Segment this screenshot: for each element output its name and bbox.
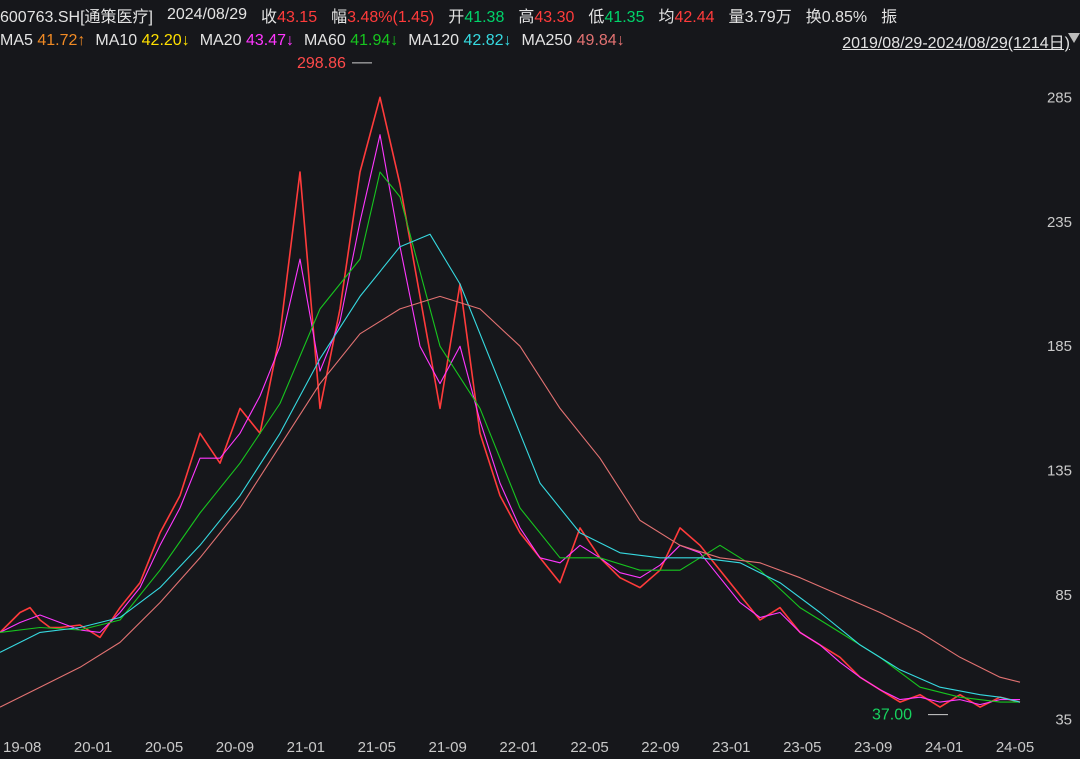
- x-tick-label: 21-09: [428, 739, 466, 756]
- x-tick-label: 23-09: [854, 739, 892, 756]
- ma60-indicator[interactable]: MA60 41.94↓: [304, 32, 398, 50]
- ma120-line: [0, 233, 1021, 703]
- y-tick-label: 85: [1055, 587, 1072, 604]
- high-value: 43.30: [534, 9, 575, 26]
- avg-label: 均: [658, 9, 675, 26]
- volume-value: 3.79万: [744, 9, 792, 26]
- turnover-value: 0.85%: [821, 9, 868, 26]
- quote-info-bar: 600763.SH[通策医疗] 2024/08/29 收43.15 幅3.48%…: [0, 2, 1080, 28]
- chart-annotations: 298.86 37.00: [297, 55, 948, 724]
- y-axis: 285 235 185 135 85 35: [1047, 89, 1072, 728]
- x-tick-label: 23-05: [783, 739, 821, 756]
- dropdown-arrow-icon[interactable]: [1068, 33, 1080, 43]
- x-tick-label: 24-05: [996, 739, 1034, 756]
- date-range-selector[interactable]: 2019/08/29-2024/08/29(1214日): [842, 35, 1070, 52]
- low-label: 低: [588, 9, 605, 26]
- ma5-indicator[interactable]: MA5 41.72↑: [0, 32, 85, 50]
- y-tick-label: 185: [1047, 338, 1072, 355]
- avg-value: 42.44: [674, 9, 715, 26]
- x-tick-label: 22-09: [641, 739, 679, 756]
- high-label: 高: [518, 9, 535, 26]
- amplitude-label: 振: [881, 9, 898, 26]
- min-price-label: 37.00: [872, 707, 912, 724]
- volume-label: 量: [728, 9, 745, 26]
- ma60-value: 41.94↓: [350, 32, 399, 49]
- ma60-line: [0, 171, 1020, 703]
- ma120-name: MA120: [408, 32, 459, 49]
- open-label: 开: [448, 9, 465, 26]
- ma-indicator-bar: MA5 41.72↑ MA10 42.20↓ MA20 43.47↓ MA60 …: [0, 28, 1080, 54]
- price-line: [0, 96, 1021, 708]
- ma250-line: [0, 295, 1021, 708]
- y-tick-label: 235: [1047, 214, 1072, 231]
- change-value: 3.48%(1.45): [347, 9, 435, 26]
- y-tick-label: 35: [1055, 712, 1072, 729]
- x-tick-label: 20-09: [216, 739, 254, 756]
- ma20-line: [0, 134, 1020, 706]
- max-price-label: 298.86: [297, 55, 346, 72]
- x-tick-label: 22-01: [499, 739, 537, 756]
- x-tick-label: 24-01: [925, 739, 963, 756]
- ma60-name: MA60: [304, 32, 346, 49]
- ma10-name: MA10: [95, 32, 138, 49]
- x-axis: 19-08 20-01 20-05 20-09 21-01 21-05 21-09 22-01…: [3, 739, 1034, 756]
- low-value: 41.35: [604, 9, 645, 26]
- turnover-label: 换: [805, 9, 822, 26]
- change-label: 幅: [331, 9, 348, 26]
- x-tick-label: 22-05: [570, 739, 608, 756]
- ma250-value: 49.84↓: [576, 32, 625, 49]
- moving-average-lines: [0, 96, 1021, 708]
- ma20-name: MA20: [199, 32, 242, 49]
- x-tick-label: 20-01: [74, 739, 112, 756]
- close-value: 43.15: [277, 9, 318, 26]
- ma10-indicator[interactable]: MA10 42.20↓: [95, 32, 189, 50]
- y-tick-label: 135: [1047, 463, 1072, 480]
- ma5-value: 41.72↑: [37, 32, 86, 49]
- ma5-name: MA5: [0, 32, 33, 49]
- open-value: 41.38: [464, 9, 505, 26]
- ma120-indicator[interactable]: MA120 42.82↓: [408, 32, 511, 50]
- ma10-value: 42.20↓: [141, 32, 190, 49]
- x-tick-label: 21-05: [358, 739, 396, 756]
- ma250-indicator[interactable]: MA250 49.84↓: [522, 32, 625, 50]
- x-tick-label: 19-08: [3, 739, 41, 756]
- x-tick-label: 23-01: [712, 739, 750, 756]
- ma20-indicator[interactable]: MA20 43.47↓: [200, 32, 294, 50]
- stock-code[interactable]: 600763.SH[通策医疗]: [0, 9, 153, 26]
- y-tick-label: 285: [1047, 89, 1072, 106]
- quote-date: 2024/08/29: [166, 6, 248, 23]
- close-label: 收: [261, 9, 278, 26]
- x-tick-label: 21-01: [287, 739, 325, 756]
- x-tick-label: 20-05: [145, 739, 183, 756]
- ma250-name: MA250: [521, 32, 573, 49]
- ma20-value: 43.47↓: [245, 32, 294, 49]
- ma120-value: 42.82↓: [463, 32, 512, 49]
